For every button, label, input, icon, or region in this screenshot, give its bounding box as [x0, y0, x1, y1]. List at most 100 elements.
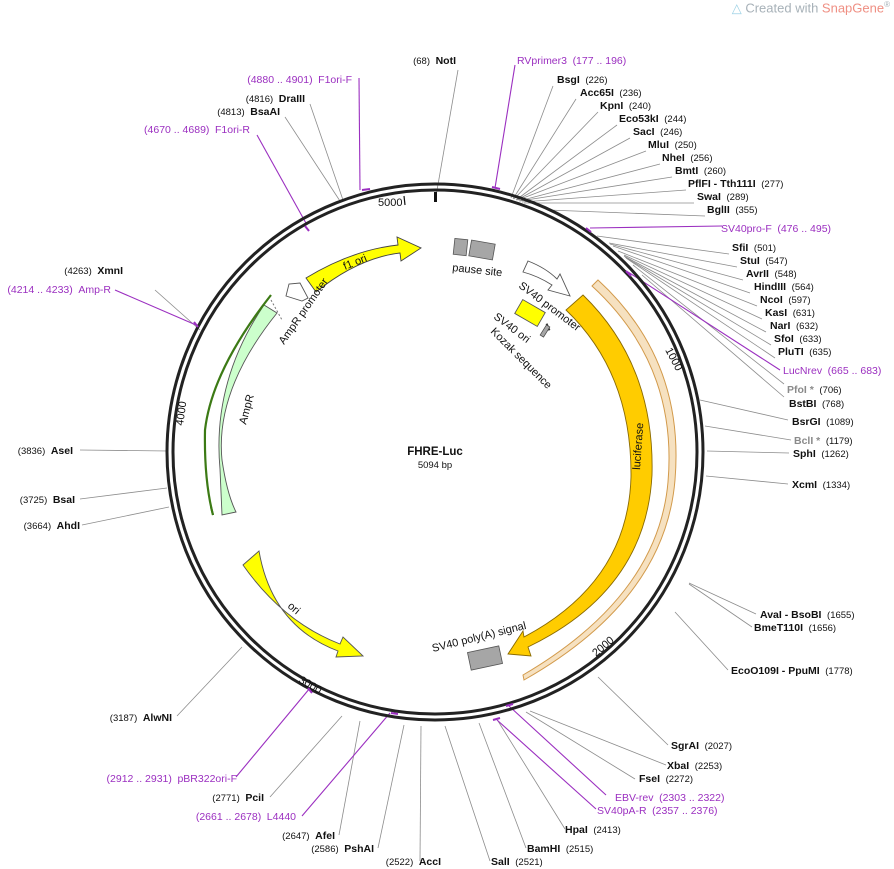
label-bsrGI[interactable]: BsrGI (1089) — [792, 416, 854, 428]
label-l4440[interactable]: (2661 .. 2678) L4440 — [196, 811, 296, 823]
label-avaI[interactable]: AvaI - BsoBI (1655) — [760, 609, 855, 621]
label-acc65I-position: (236) — [619, 88, 641, 99]
label-mluI-name: MluI — [648, 139, 669, 151]
label-sv40prof[interactable]: SV40pro-F (476 .. 495) — [721, 223, 831, 235]
label-alwNI[interactable]: (3187) AlwNI — [110, 712, 172, 724]
label-bsaI[interactable]: (3725) BsaI — [20, 494, 75, 506]
label-kasI[interactable]: KasI (631) — [765, 307, 815, 319]
label-sfiI[interactable]: SfiI (501) — [732, 242, 776, 254]
feature-sv40-polya-signal[interactable]: SV40 poly(A) signal — [431, 620, 528, 671]
label-kpnI[interactable]: KpnI (240) — [600, 100, 651, 112]
label-mluI[interactable]: MluI (250) — [648, 139, 697, 151]
label-aseI[interactable]: (3836) AseI — [18, 445, 73, 457]
label-ahdI-position: (3664) — [24, 521, 51, 532]
label-ecoO109I-name: EcoO109I - PpuMI — [731, 665, 820, 677]
label-bsaAI[interactable]: (4813) BsaAI — [217, 106, 280, 118]
label-accI-position: (2522) — [386, 857, 413, 868]
feature-sv40-promoter[interactable]: SV40 promoter — [516, 260, 583, 334]
label-f1orir-name: F1ori-R — [215, 124, 250, 136]
label-hindIII-text: HindIII (564) — [754, 281, 814, 293]
label-f1orif[interactable]: (4880 .. 4901) F1ori-F — [247, 74, 352, 86]
label-xbaI[interactable]: XbaI (2253) — [667, 760, 722, 772]
label-avrII[interactable]: AvrII (548) — [746, 268, 797, 280]
feature-ampr[interactable]: AmpR — [203, 294, 283, 516]
label-accI[interactable]: (2522) AccI — [386, 856, 441, 868]
label-bmtI[interactable]: BmtI (260) — [675, 165, 726, 177]
label-draIII[interactable]: (4816) DraIII — [246, 93, 305, 105]
label-xcmI-position: (1334) — [823, 480, 850, 491]
label-ahdI[interactable]: (3664) AhdI — [24, 520, 80, 532]
label-f1orir[interactable]: (4670 .. 4689) F1ori-R — [144, 124, 250, 136]
label-bglII[interactable]: BglII (355) — [707, 204, 758, 216]
label-notI[interactable]: (68) NotI — [413, 55, 456, 67]
label-l4440-text: (2661 .. 2678) L4440 — [196, 811, 296, 823]
label-pbr322orif-name: pBR322ori-F — [177, 773, 237, 785]
label-salI[interactable]: SalI (2521) — [491, 856, 543, 868]
ampr-arrow — [218, 304, 278, 516]
label-bamHI[interactable]: BamHI (2515) — [527, 843, 593, 855]
feature-pause-site[interactable]: pause site — [452, 237, 503, 279]
label-bclI[interactable]: BclI * (1179) — [794, 435, 853, 447]
feature-ampr-promoter[interactable]: AmpR promoter — [277, 276, 332, 347]
label-hpaI[interactable]: HpaI (2413) — [565, 824, 621, 836]
label-sphI[interactable]: SphI (1262) — [793, 448, 849, 460]
label-stuI[interactable]: StuI (547) — [740, 255, 788, 267]
label-fseI-name: FseI — [639, 773, 660, 785]
label-avaI-text: AvaI - BsoBI (1655) — [760, 609, 855, 621]
label-pciI[interactable]: (2771) PciI — [212, 792, 264, 804]
label-sfoI[interactable]: SfoI (633) — [774, 333, 822, 345]
primer-lines — [114, 64, 781, 817]
label-xcmI[interactable]: XcmI (1334) — [792, 479, 850, 491]
label-ecoO109I-position: (1778) — [825, 666, 852, 677]
label-afeI[interactable]: (2647) AfeI — [282, 830, 335, 842]
label-xmnI[interactable]: (4263) XmnI — [64, 265, 123, 277]
label-hindIII[interactable]: HindIII (564) — [754, 281, 814, 293]
label-kpnI-text: KpnI (240) — [600, 100, 651, 112]
label-bsgI-position: (226) — [585, 75, 607, 86]
label-ampr_primer[interactable]: (4214 .. 4233) Amp-R — [7, 284, 111, 296]
label-pbr322orif[interactable]: (2912 .. 2931) pBR322ori-F — [107, 773, 237, 785]
feature-f1-ori-label: f1 ori — [342, 252, 369, 272]
label-ecoO109I[interactable]: EcoO109I - PpuMI (1778) — [731, 665, 853, 677]
label-afeI-position: (2647) — [282, 831, 309, 842]
feature-ori[interactable]: ori — [242, 550, 365, 658]
label-nheI[interactable]: NheI (256) — [662, 152, 713, 164]
label-salI-position: (2521) — [515, 857, 542, 868]
label-bmeT110I-position: (1656) — [809, 623, 836, 634]
label-ncoI[interactable]: NcoI (597) — [760, 294, 811, 306]
label-pfoI[interactable]: PfoI * (706) — [787, 384, 842, 396]
label-pluTI[interactable]: PluTI (635) — [778, 346, 831, 358]
label-narI[interactable]: NarI (632) — [770, 320, 818, 332]
label-pflFI[interactable]: PflFI - Tth111I (277) — [688, 178, 783, 190]
label-pshAI[interactable]: (2586) PshAI — [311, 843, 374, 855]
label-sgrAI[interactable]: SgrAI (2027) — [671, 740, 732, 752]
label-acc65I[interactable]: Acc65I (236) — [580, 87, 642, 99]
label-xbaI-name: XbaI — [667, 760, 689, 772]
leader-lines — [79, 69, 792, 862]
feature-luciferase[interactable]: luciferase — [507, 279, 677, 681]
label-l4440-name: L4440 — [267, 811, 296, 823]
label-eco53kI[interactable]: Eco53kI (244) — [619, 113, 686, 125]
label-fseI[interactable]: FseI (2272) — [639, 773, 693, 785]
primer-site-marks — [193, 186, 632, 721]
label-bsgI[interactable]: BsgI (226) — [557, 74, 608, 86]
label-bmtI-text: BmtI (260) — [675, 165, 726, 177]
luciferase-arrow — [507, 294, 653, 657]
label-kasI-name: KasI — [765, 307, 787, 319]
label-salI-name: SalI — [491, 856, 510, 868]
label-sacI[interactable]: SacI (246) — [633, 126, 682, 138]
label-bmeT110I[interactable]: BmeT110I (1656) — [754, 622, 836, 634]
sv40-promoter-arrow — [522, 260, 571, 297]
label-sv40par[interactable]: SV40pA-R (2357 .. 2376) — [597, 805, 718, 817]
label-ebvrev[interactable]: EBV-rev (2303 .. 2322) — [615, 792, 724, 804]
label-rvprimer3[interactable]: RVprimer3 (177 .. 196) — [517, 55, 626, 67]
pause-site-box-1 — [452, 237, 469, 257]
snapgene-logo-icon: △ — [731, 0, 742, 16]
label-bstBI[interactable]: BstBI (768) — [789, 398, 844, 410]
label-xmnI-text: (4263) XmnI — [64, 265, 123, 277]
label-swaI[interactable]: SwaI (289) — [697, 191, 749, 203]
label-pbr322orif-text: (2912 .. 2931) pBR322ori-F — [107, 773, 237, 785]
label-lucnrev[interactable]: LucNrev (665 .. 683) — [783, 365, 881, 377]
label-hindIII-position: (564) — [792, 282, 814, 293]
